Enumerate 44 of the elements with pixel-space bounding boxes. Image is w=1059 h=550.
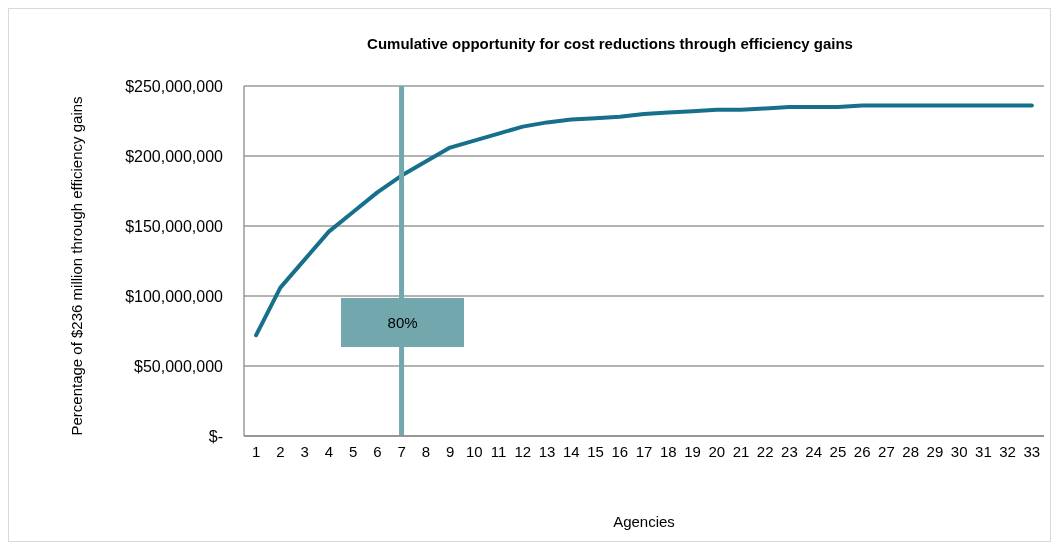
x-tick-label: 11 — [490, 442, 507, 460]
x-tick-label: 19 — [684, 442, 701, 460]
x-tick-label: 21 — [732, 442, 750, 460]
x-tick-label: 20 — [708, 442, 726, 460]
x-tick-label: 2 — [276, 442, 285, 460]
x-tick-label: 8 — [421, 442, 430, 460]
x-tick-label: 6 — [373, 442, 382, 460]
x-tick-label: 12 — [514, 442, 532, 460]
x-tick-label: 18 — [659, 442, 677, 460]
x-tick-label: 30 — [950, 442, 968, 460]
x-tick-label: 24 — [805, 442, 823, 460]
x-tick-label: 3 — [300, 442, 309, 460]
chart-title: Cumulative opportunity for cost reductions through efficiency gains — [367, 35, 853, 52]
x-tick-label: 22 — [756, 442, 774, 460]
x-tick-label: 16 — [611, 442, 629, 460]
y-tick-label: $100,000,000 — [125, 287, 224, 305]
y-tick-label: $200,000,000 — [125, 147, 224, 165]
y-tick-label: $- — [208, 427, 223, 445]
x-tick-label: 26 — [853, 442, 871, 460]
x-tick-label: 23 — [781, 442, 798, 460]
y-axis-title: Percentage of $236 million through efficiency gains — [67, 96, 85, 436]
x-tick-label: 5 — [348, 442, 358, 460]
x-tick-label: 4 — [324, 442, 334, 460]
x-tick-label: 14 — [562, 442, 580, 460]
x-tick-label: 9 — [445, 442, 455, 460]
x-tick-label: 27 — [878, 442, 895, 460]
x-tick-label: 25 — [829, 442, 847, 460]
x-tick-label: 1 — [251, 442, 261, 460]
line-series — [254, 103, 1034, 338]
x-tick-label: 13 — [538, 442, 556, 460]
annotation: 80% — [387, 313, 418, 331]
x-tick-label: 15 — [587, 442, 604, 460]
x-tick-label: 31 — [975, 442, 992, 460]
x-axis-title: Agencies — [613, 513, 675, 530]
x-tick-label: 7 — [397, 442, 406, 460]
y-tick-label: $150,000,000 — [125, 217, 224, 235]
x-tick-label: 29 — [926, 442, 944, 460]
y-tick-label: $50,000,000 — [134, 357, 224, 375]
x-tick-label: 17 — [635, 442, 653, 460]
y-tick-label: $250,000,000 — [125, 77, 224, 95]
x-tick-label: 32 — [999, 442, 1016, 460]
x-tick-label: 33 — [1023, 442, 1041, 460]
x-tick-label: 28 — [902, 442, 920, 460]
x-tick-label: 10 — [465, 442, 483, 460]
